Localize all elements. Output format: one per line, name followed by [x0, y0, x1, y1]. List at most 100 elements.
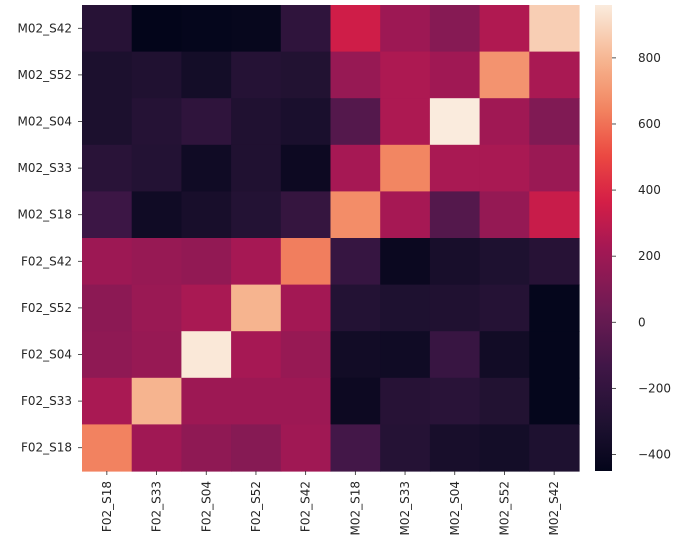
- heatmap-cell: [529, 331, 580, 379]
- heatmap-cell: [380, 284, 431, 332]
- y-tick-label: F02_S42: [21, 254, 72, 268]
- heatmap-cell: [131, 238, 182, 286]
- heatmap-cell: [82, 424, 133, 472]
- heatmap-cell: [280, 331, 332, 379]
- heatmap-cell: [231, 377, 282, 425]
- heatmap-cell: [181, 98, 232, 146]
- heatmap-cell: [231, 238, 282, 286]
- heatmap-cell: [82, 377, 133, 425]
- heatmap-cell: [181, 331, 232, 379]
- heatmap-cell: [181, 377, 232, 425]
- heatmap-cell: [280, 144, 332, 192]
- colorbar-tick-label: 600: [638, 117, 661, 131]
- heatmap-cell: [529, 238, 580, 286]
- heatmap-cell: [82, 5, 133, 53]
- x-tick-label: F02_S04: [199, 481, 213, 532]
- heatmap-cell: [380, 331, 431, 379]
- heatmap-cell: [82, 284, 133, 332]
- heatmap-cell: [280, 377, 332, 425]
- heatmap-cell: [429, 98, 481, 146]
- heatmap-cell: [529, 144, 580, 192]
- x-tick-label: M02_S18: [348, 481, 362, 536]
- heatmap-cell: [82, 98, 133, 146]
- heatmap-cell: [429, 5, 481, 53]
- heatmap-cell: [280, 191, 332, 239]
- heatmap-cell: [380, 51, 431, 99]
- y-tick-label: F02_S33: [21, 394, 72, 408]
- heatmap-cell: [330, 51, 381, 99]
- colorbar-ticks: −400 −200 0 200 400 600 800: [612, 51, 671, 461]
- heatmap-cell: [380, 191, 431, 239]
- heatmap-cell: [380, 5, 431, 53]
- heatmap-cell: [529, 284, 580, 332]
- heatmap-cell: [181, 238, 232, 286]
- heatmap-cell: [330, 5, 381, 53]
- colorbar-tick-label: 0: [638, 315, 646, 329]
- heatmap-cell: [82, 191, 133, 239]
- y-tick-label: F02_S18: [21, 441, 72, 455]
- heatmap-cell: [82, 144, 133, 192]
- heatmap-cell: [231, 98, 282, 146]
- heatmap-cell: [330, 284, 381, 332]
- y-tick-label: F02_S52: [21, 301, 72, 315]
- heatmap-cells: [82, 5, 580, 472]
- heatmap-cell: [231, 331, 282, 379]
- y-tick-label: M02_S33: [17, 161, 72, 175]
- y-tick-label: M02_S52: [17, 68, 72, 82]
- heatmap-cell: [529, 191, 580, 239]
- y-tick-label: M02_S42: [17, 21, 72, 35]
- x-tick-label: F02_S18: [100, 481, 114, 532]
- x-tick-label: M02_S52: [497, 481, 511, 536]
- heatmap-cell: [330, 377, 381, 425]
- heatmap-cell: [131, 377, 182, 425]
- heatmap-cell: [181, 284, 232, 332]
- colorbar-tick-label: 200: [638, 249, 661, 263]
- heatmap-cell: [529, 98, 580, 146]
- heatmap-cell: [429, 51, 481, 99]
- heatmap-cell: [429, 191, 481, 239]
- heatmap-cell: [429, 238, 481, 286]
- heatmap-cell: [330, 238, 381, 286]
- heatmap-cell: [529, 377, 580, 425]
- heatmap-cell: [181, 144, 232, 192]
- heatmap-cell: [231, 144, 282, 192]
- heatmap-cell: [529, 5, 580, 53]
- heatmap-cell: [131, 5, 182, 53]
- y-tick-label: M02_S04: [17, 115, 72, 129]
- colorbar: [595, 5, 612, 471]
- heatmap-cell: [330, 98, 381, 146]
- heatmap-cell: [280, 5, 332, 53]
- heatmap-cell: [429, 424, 481, 472]
- heatmap-cell: [380, 424, 431, 472]
- y-tick-labels: M02_S42 M02_S52 M02_S04 M02_S33 M02_S18 F02_S…: [17, 21, 82, 455]
- heatmap-cell: [280, 284, 332, 332]
- x-tick-label: F02_S52: [249, 481, 263, 532]
- heatmap-cell: [231, 284, 282, 332]
- heatmap-cell: [181, 191, 232, 239]
- heatmap-cell: [479, 424, 530, 472]
- heatmap-cell: [330, 331, 381, 379]
- heatmap-cell: [181, 51, 232, 99]
- heatmap-cell: [529, 51, 580, 99]
- heatmap-cell: [82, 238, 133, 286]
- colorbar-gradient: [595, 5, 612, 471]
- heatmap-cell: [131, 98, 182, 146]
- heatmap-cell: [231, 191, 282, 239]
- heatmap-cell: [479, 238, 530, 286]
- heatmap-cell: [479, 284, 530, 332]
- heatmap-cell: [280, 424, 332, 472]
- heatmap-cell: [429, 284, 481, 332]
- heatmap-cell: [429, 331, 481, 379]
- heatmap-cell: [181, 424, 232, 472]
- heatmap-cell: [82, 331, 133, 379]
- x-tick-labels: F02_S18 F02_S33 F02_S04 F02_S52 F02_S42 M02_S…: [100, 471, 561, 536]
- heatmap-cell: [479, 5, 530, 53]
- heatmap-cell: [429, 144, 481, 192]
- heatmap-cell: [330, 191, 381, 239]
- colorbar-tick-label: −200: [638, 381, 671, 395]
- x-tick-label: F02_S33: [150, 481, 164, 532]
- heatmap-cell: [380, 377, 431, 425]
- heatmap-cell: [330, 144, 381, 192]
- heatmap-cell: [330, 424, 381, 472]
